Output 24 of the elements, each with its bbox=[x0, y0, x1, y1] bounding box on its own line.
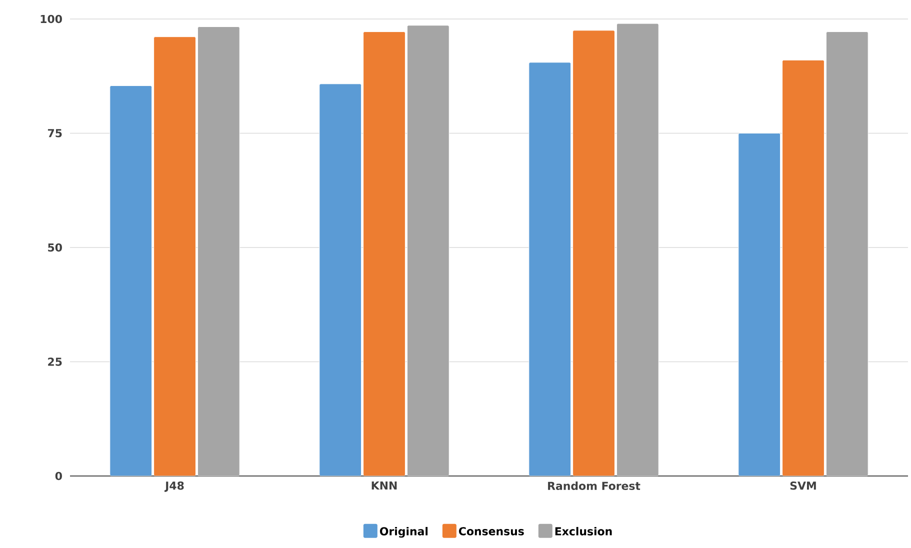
y-tick-label: 100 bbox=[40, 14, 62, 24]
bar bbox=[154, 36, 196, 476]
bar bbox=[616, 23, 659, 476]
x-tick-label: J48 bbox=[164, 482, 184, 492]
bar bbox=[572, 30, 615, 476]
y-tick-label: 0 bbox=[55, 472, 62, 480]
bar bbox=[197, 26, 240, 476]
bar bbox=[363, 32, 406, 476]
y-tick-label: 75 bbox=[48, 129, 62, 138]
bar bbox=[782, 60, 824, 476]
x-tick-label: SVM bbox=[790, 482, 816, 490]
x-tick-label: Random Forest bbox=[548, 482, 640, 490]
bar bbox=[528, 62, 572, 476]
legend-label: Consensus bbox=[458, 527, 524, 536]
bar bbox=[110, 85, 152, 476]
y-tick-label: 50 bbox=[48, 243, 62, 252]
bar bbox=[826, 32, 868, 476]
bar bbox=[738, 132, 781, 476]
bar bbox=[406, 25, 450, 476]
bar bbox=[319, 84, 362, 476]
legend-label: Exclusion bbox=[555, 526, 612, 536]
legend-label: Original bbox=[380, 526, 428, 538]
y-tick-label: 25 bbox=[48, 358, 62, 366]
x-tick-label: KNN bbox=[372, 482, 397, 490]
